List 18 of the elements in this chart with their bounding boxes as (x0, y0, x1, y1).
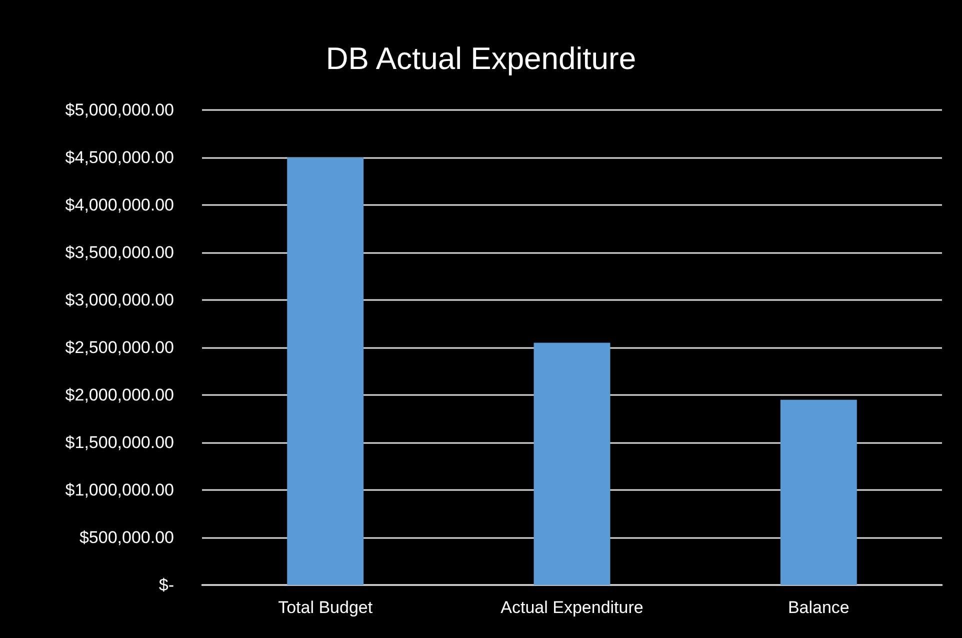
y-tick-label: $1,500,000.00 (65, 433, 174, 452)
y-tick-label: $1,000,000.00 (65, 480, 174, 500)
y-tick-label: $2,500,000.00 (65, 338, 174, 357)
x-tick-label: Balance (788, 598, 850, 617)
y-tick-label: $5,000,000.00 (65, 100, 174, 120)
y-tick-label: $4,000,000.00 (65, 196, 174, 214)
y-tick-label: $2,000,000.00 (65, 386, 174, 404)
x-tick-label: Actual Expenditure (500, 598, 644, 617)
y-tick-label: $4,500,000.00 (65, 148, 174, 167)
y-tick-label: $3,000,000.00 (65, 290, 174, 310)
chart-title: DB Actual Expenditure (326, 41, 636, 76)
y-tick-label: $3,500,000.00 (65, 243, 174, 262)
y-tick-label: $500,000.00 (79, 528, 174, 547)
bar (780, 400, 857, 585)
bar (534, 342, 610, 585)
bar (287, 158, 364, 585)
y-tick-label: $- (158, 576, 174, 594)
x-tick-label: Total Budget (278, 598, 373, 617)
